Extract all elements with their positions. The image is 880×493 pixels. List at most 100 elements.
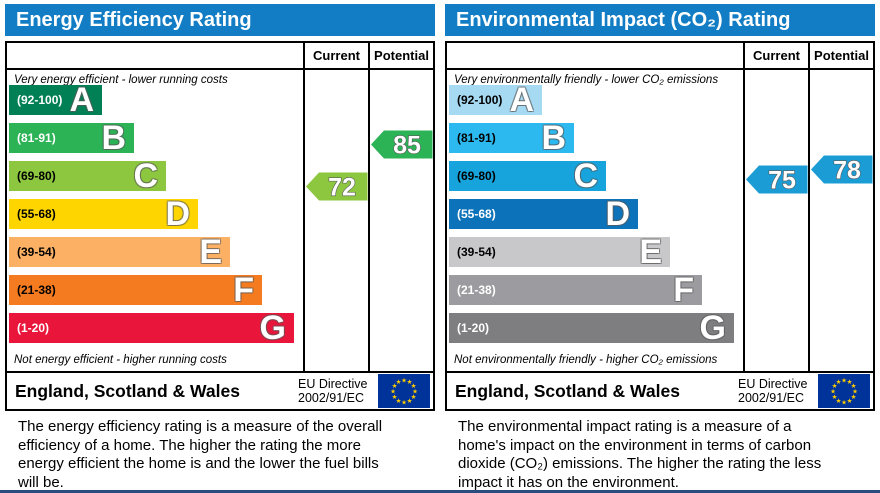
potential-column-divider: [368, 70, 370, 371]
band-range-label: (55-68): [17, 207, 56, 221]
band-range-label: (92-100): [457, 93, 503, 107]
band-letter: A: [509, 81, 534, 119]
svg-text:★: ★: [851, 393, 857, 401]
current-rating-arrow: 75: [746, 165, 808, 195]
rating-table-footer: England, Scotland & Wales EU Directive 2…: [7, 371, 433, 409]
band-c: (69-80) C: [449, 157, 606, 195]
band-e: (39-54) E: [449, 233, 670, 271]
eu-directive-line2: 2002/91/EC: [738, 391, 805, 405]
svg-text:★: ★: [412, 388, 418, 396]
band-range-label: (39-54): [457, 245, 496, 259]
eu-directive-label: EU Directive 2002/91/EC: [298, 377, 378, 406]
band-f: (21-38) F: [449, 271, 702, 309]
svg-text:★: ★: [836, 397, 842, 405]
svg-text:★: ★: [832, 382, 838, 390]
energy-efficiency-panel: Energy Efficiency Rating Current Potenti…: [5, 4, 435, 492]
svg-text:75: 75: [768, 167, 796, 195]
svg-text:78: 78: [833, 157, 861, 185]
energy-rating-chart: Very energy efficient - lower running co…: [7, 70, 433, 371]
rating-bands: (92-100) A (81-91) B (69-80) C (55-68) D (39-54)…: [7, 83, 294, 351]
band-range-label: (39-54): [17, 245, 56, 259]
rating-table-footer: England, Scotland & Wales EU Directive 2…: [447, 371, 873, 409]
top-caption: Very energy efficient - lower running co…: [14, 74, 228, 86]
svg-text:★: ★: [841, 377, 847, 385]
band-c: (69-80) C: [9, 159, 166, 193]
band-range-label: (1-20): [457, 321, 490, 335]
band-letter: E: [639, 233, 662, 271]
svg-text:★: ★: [392, 382, 398, 390]
eu-directive-line1: EU Directive: [298, 376, 368, 391]
environmental-impact-panel: Environmental Impact (CO₂) Rating Curren…: [445, 4, 875, 492]
svg-text:★: ★: [851, 382, 857, 390]
band-letter: E: [199, 233, 222, 271]
svg-text:★: ★: [836, 378, 842, 386]
band-f: (21-38) F: [9, 271, 262, 309]
svg-text:★: ★: [401, 399, 407, 407]
energy-description: The energy efficiency rating is a measur…: [18, 418, 383, 491]
energy-panel-title: Energy Efficiency Rating: [5, 4, 435, 36]
band-letter: C: [573, 157, 598, 195]
svg-text:★: ★: [411, 382, 417, 390]
band-letter: B: [101, 119, 126, 157]
band-e: (39-54) E: [9, 233, 230, 271]
svg-text:★: ★: [852, 388, 858, 396]
band-d: (55-68) D: [449, 195, 638, 233]
band-range-label: (55-68): [457, 207, 496, 221]
svg-text:★: ★: [392, 393, 398, 401]
current-column-divider: [303, 70, 305, 371]
band-b: (81-91) B: [449, 121, 574, 155]
band-letter: G: [259, 309, 286, 347]
environmental-description: The environmental impact rating is a mea…: [458, 418, 822, 491]
svg-text:★: ★: [847, 397, 853, 405]
band-g: (1-20) G: [9, 309, 294, 347]
band-letter: D: [165, 195, 190, 233]
svg-text:85: 85: [393, 132, 421, 160]
band-g: (1-20) G: [449, 311, 734, 345]
svg-text:★: ★: [390, 388, 396, 396]
band-d: (55-68) D: [9, 195, 198, 233]
header-spacer: [447, 43, 743, 68]
co2-rating-chart: Very environmentally friendly - lower CO…: [447, 70, 873, 371]
band-range-label: (81-91): [17, 131, 56, 145]
bottom-caption: Not environmentally friendly - higher CO…: [454, 354, 718, 366]
band-a: (92-100) A: [9, 83, 102, 117]
band-range-label: (69-80): [457, 169, 496, 183]
rating-bands: (92-100) A (81-91) B (69-80) C (55-68) D (39-54)…: [447, 81, 734, 351]
current-column-header: Current: [303, 43, 368, 68]
potential-rating-arrow: 78: [811, 155, 873, 185]
eu-flag-icon: ★ ★ ★★ ★★ ★★ ★★ ★★: [818, 374, 870, 408]
potential-column-header: Potential: [368, 43, 433, 68]
band-range-label: (69-80): [17, 169, 56, 183]
bottom-caption: Not energy efficient - higher running co…: [14, 354, 227, 366]
current-column-header: Current: [743, 43, 808, 68]
svg-text:★: ★: [830, 388, 836, 396]
svg-text:72: 72: [328, 174, 356, 202]
environmental-panel-title: Environmental Impact (CO₂) Rating: [445, 4, 875, 36]
rating-table-header: Current Potential: [7, 43, 433, 70]
potential-rating-arrow: 85: [371, 130, 433, 160]
current-column-divider: [743, 70, 745, 371]
band-letter: D: [605, 195, 630, 233]
eu-directive-label: EU Directive 2002/91/EC: [738, 377, 818, 406]
region-label: England, Scotland & Wales: [15, 380, 240, 401]
current-rating-arrow: 72: [306, 172, 368, 202]
rating-table-header: Current Potential: [447, 43, 873, 70]
band-range-label: (21-38): [457, 283, 496, 297]
band-letter: F: [673, 271, 694, 309]
eu-directive-line2: 2002/91/EC: [298, 391, 365, 405]
band-a: (92-100) A: [449, 81, 542, 119]
svg-text:★: ★: [832, 393, 838, 401]
potential-column-divider: [808, 70, 810, 371]
band-b: (81-91) B: [9, 119, 134, 157]
top-caption: Very environmentally friendly - lower CO…: [454, 74, 719, 86]
header-spacer: [7, 43, 303, 68]
svg-text:★: ★: [396, 397, 402, 405]
svg-text:★: ★: [841, 399, 847, 407]
svg-text:★: ★: [396, 378, 402, 386]
svg-text:★: ★: [847, 378, 853, 386]
band-range-label: (1-20): [17, 321, 50, 335]
band-letter: F: [233, 271, 254, 309]
potential-column-header: Potential: [808, 43, 873, 68]
svg-text:★: ★: [401, 377, 407, 385]
region-label: England, Scotland & Wales: [455, 380, 680, 401]
